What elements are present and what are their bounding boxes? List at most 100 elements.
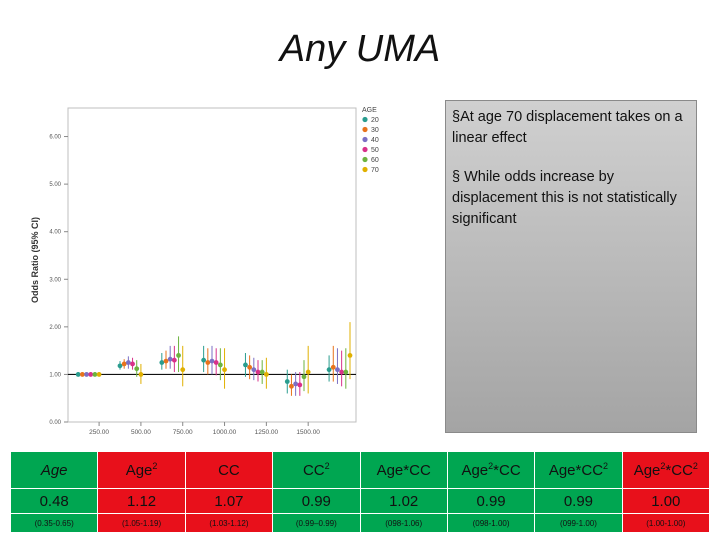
data-point: [297, 382, 303, 388]
table-header-cell: Age2*CC: [446, 451, 536, 489]
data-point: [75, 372, 81, 377]
note-significance: § While odds increase by displacement th…: [452, 169, 677, 227]
data-point: [284, 379, 290, 384]
y-tick-label: 4.00: [49, 230, 61, 236]
confidence-interval: (0.35-0.65): [9, 513, 99, 533]
data-point: [339, 369, 345, 375]
data-point: [305, 369, 311, 375]
legend-marker: [362, 126, 368, 133]
legend-label: 60: [371, 157, 379, 164]
data-point: [201, 357, 207, 363]
data-point: [180, 367, 186, 373]
odds-ratio-value: 1.12: [97, 488, 186, 514]
odds-ratio-value: 1.07: [184, 488, 274, 514]
data-point: [222, 367, 227, 373]
legend-marker: [362, 136, 368, 143]
term-exponent: 2: [488, 461, 494, 471]
data-point: [176, 352, 181, 358]
term-exponent: 2: [603, 461, 609, 471]
data-point: [293, 381, 299, 387]
y-tick-label: 3.00: [49, 277, 61, 283]
data-point: [138, 372, 144, 377]
note-age-70: §At age 70 displacement takes on a linea…: [452, 109, 683, 146]
legend-label: 20: [371, 117, 379, 124]
term-name: Age*CC: [376, 461, 431, 479]
term-exponent-2: 2: [692, 461, 698, 471]
coefficients-table: Age Age2 CC CC2 Age*CC Age2*CC Age*CC2 Age2*CC2…: [9, 451, 711, 533]
odds-ratio-value: 1.00: [621, 488, 711, 514]
x-tick-label: 750.00: [173, 429, 193, 436]
y-tick-label: 1.00: [49, 372, 61, 378]
data-point: [263, 372, 269, 377]
table-header-cell: CC: [184, 451, 274, 489]
odds-ratio-value: 0.99: [534, 488, 623, 514]
term-name: Age: [461, 462, 489, 479]
term-name: Age: [633, 462, 661, 479]
term-name: CC: [302, 462, 325, 479]
data-point: [289, 383, 294, 389]
data-point: [326, 367, 332, 373]
confidence-interval: (099-1.00): [534, 513, 623, 533]
odds-ratio-value: 0.48: [9, 488, 99, 514]
term-exponent: 2: [660, 461, 666, 471]
legend-marker: [362, 166, 368, 173]
table-header-cell: CC2: [272, 451, 361, 489]
confidence-interval: (098-1.06): [359, 513, 448, 533]
table-header-cell: Age*CC: [359, 451, 448, 489]
y-tick-label: 2.00: [49, 325, 61, 331]
odds-ratio-chart: 0.00 1.00 2.00 3.00 4.00 5.00 6.00 250.00 500.00…: [30, 107, 379, 436]
confidence-interval: (1.00-1.00): [621, 513, 711, 533]
y-axis-label: Odds Ratio (95% CI): [30, 217, 40, 303]
data-point: [130, 361, 135, 367]
data-point: [255, 369, 261, 375]
x-tick-label: 1250.00: [255, 429, 279, 436]
y-tick-label: 5.00: [49, 182, 61, 188]
data-point: [96, 372, 102, 377]
legend-label: 30: [371, 127, 379, 134]
table-header-cell: Age: [9, 451, 99, 489]
data-point: [259, 369, 265, 375]
term-name-suffix: *CC: [665, 462, 693, 479]
data-point: [217, 362, 223, 368]
data-point: [125, 360, 131, 365]
term-name: Age: [40, 461, 68, 479]
term-exponent: 2: [152, 461, 158, 471]
term-name-suffix: *CC: [493, 462, 521, 479]
data-point: [335, 367, 340, 373]
data-point: [163, 358, 169, 364]
legend-marker: [362, 146, 368, 153]
term-exponent: 2: [324, 461, 330, 471]
confidence-interval: (098-1.00): [446, 513, 536, 533]
odds-ratio-value: 0.99: [272, 488, 361, 514]
data-point: [134, 366, 140, 372]
legend-marker: [362, 156, 368, 163]
data-point: [209, 358, 215, 364]
term-name: Age*CC: [548, 462, 604, 479]
data-point: [330, 364, 336, 370]
data-point: [117, 363, 123, 369]
data-point: [343, 369, 349, 375]
confidence-interval: (1.05-1.19): [97, 513, 186, 533]
table-header-cell: Age2: [97, 451, 186, 489]
data-point: [205, 360, 211, 365]
odds-ratio-value: 1.02: [359, 488, 448, 514]
data-point: [88, 372, 94, 377]
legend-title: AGE: [362, 107, 377, 114]
data-point: [121, 361, 127, 367]
legend-label: 70: [371, 167, 379, 174]
table-header-cell: Age2*CC2: [621, 451, 711, 489]
confidence-interval: (1.03-1.12): [184, 513, 274, 533]
legend-marker: [362, 116, 368, 123]
legend-label: 40: [371, 137, 379, 144]
term-name: CC: [218, 461, 240, 479]
data-point: [301, 374, 307, 380]
table-header-cell: Age*CC2: [534, 451, 623, 489]
data-point: [251, 367, 257, 373]
data-point: [84, 372, 89, 377]
data-point: [347, 352, 353, 358]
data-point: [243, 362, 248, 368]
data-point: [79, 372, 85, 377]
odds-ratio-value: 0.99: [446, 488, 536, 514]
confidence-interval: (0.99–0.99): [272, 513, 361, 533]
data-point: [92, 372, 98, 377]
